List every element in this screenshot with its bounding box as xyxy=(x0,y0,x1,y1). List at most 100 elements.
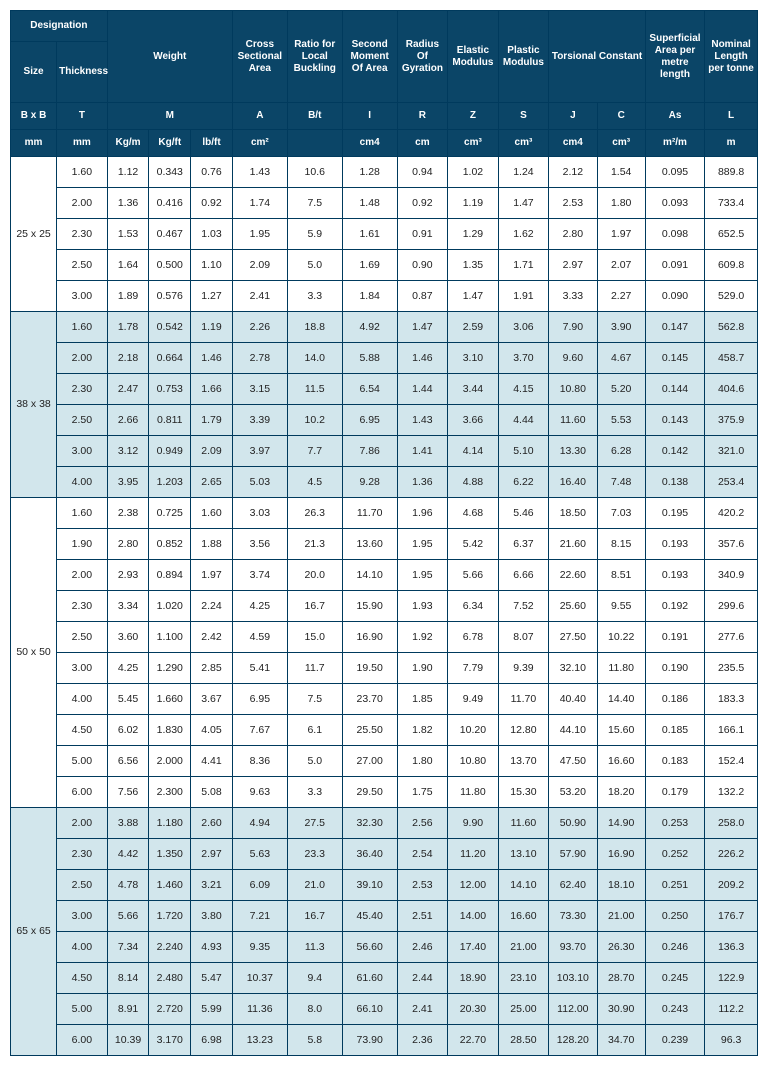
data-cell: 4.78 xyxy=(107,870,149,901)
data-cell: 3.90 xyxy=(597,312,645,343)
data-cell: 7.21 xyxy=(232,901,287,932)
data-cell: 321.0 xyxy=(705,436,758,467)
data-cell: 3.44 xyxy=(448,374,499,405)
hdr-thickness: Thickness xyxy=(57,42,108,103)
data-cell: 5.0 xyxy=(287,746,342,777)
data-cell: 9.35 xyxy=(232,932,287,963)
sym-j: J xyxy=(549,103,597,130)
data-cell: 21.60 xyxy=(549,529,597,560)
data-cell: 2.66 xyxy=(107,405,149,436)
data-cell: 0.239 xyxy=(645,1025,704,1056)
data-cell: 7.34 xyxy=(107,932,149,963)
data-cell: 6.22 xyxy=(498,467,549,498)
data-cell: 25.00 xyxy=(498,994,549,1025)
data-cell: 0.183 xyxy=(645,746,704,777)
data-cell: 22.60 xyxy=(549,560,597,591)
data-cell: 2.00 xyxy=(57,343,108,374)
data-cell: 5.00 xyxy=(57,994,108,1025)
data-cell: 5.66 xyxy=(448,560,499,591)
data-cell: 2.59 xyxy=(448,312,499,343)
data-cell: 2.41 xyxy=(232,281,287,312)
data-cell: 1.36 xyxy=(397,467,448,498)
data-cell: 136.3 xyxy=(705,932,758,963)
table-row: 6.0010.393.1706.9813.235.873.902.3622.70… xyxy=(11,1025,758,1056)
data-cell: 5.88 xyxy=(342,343,397,374)
data-cell: 258.0 xyxy=(705,808,758,839)
data-cell: 0.253 xyxy=(645,808,704,839)
data-cell: 0.250 xyxy=(645,901,704,932)
data-cell: 0.94 xyxy=(397,157,448,188)
data-cell: 16.60 xyxy=(498,901,549,932)
data-cell: 2.480 xyxy=(149,963,191,994)
data-cell: 1.46 xyxy=(397,343,448,374)
data-cell: 4.41 xyxy=(191,746,233,777)
data-cell: 14.10 xyxy=(342,560,397,591)
data-cell: 14.00 xyxy=(448,901,499,932)
data-cell: 1.91 xyxy=(498,281,549,312)
data-cell: 11.7 xyxy=(287,653,342,684)
data-cell: 3.60 xyxy=(107,622,149,653)
data-cell: 3.03 xyxy=(232,498,287,529)
data-cell: 1.60 xyxy=(57,312,108,343)
size-cell: 25 x 25 xyxy=(11,157,57,312)
data-cell: 3.80 xyxy=(191,901,233,932)
data-cell: 404.6 xyxy=(705,374,758,405)
unit-m: m xyxy=(705,130,758,157)
data-cell: 27.50 xyxy=(549,622,597,653)
data-cell: 11.5 xyxy=(287,374,342,405)
data-cell: 112.2 xyxy=(705,994,758,1025)
data-cell: 3.00 xyxy=(57,901,108,932)
data-cell: 2.50 xyxy=(57,870,108,901)
data-cell: 2.46 xyxy=(397,932,448,963)
data-cell: 0.251 xyxy=(645,870,704,901)
data-cell: 18.90 xyxy=(448,963,499,994)
data-cell: 2.80 xyxy=(549,219,597,250)
data-cell: 34.70 xyxy=(597,1025,645,1056)
data-cell: 2.36 xyxy=(397,1025,448,1056)
table-row: 25 x 251.601.120.3430.761.4310.61.280.94… xyxy=(11,157,758,188)
data-cell: 1.66 xyxy=(191,374,233,405)
data-cell: 2.97 xyxy=(191,839,233,870)
data-cell: 4.92 xyxy=(342,312,397,343)
data-cell: 16.7 xyxy=(287,901,342,932)
data-cell: 27.5 xyxy=(287,808,342,839)
data-cell: 11.60 xyxy=(498,808,549,839)
data-cell: 8.51 xyxy=(597,560,645,591)
data-cell: 21.00 xyxy=(597,901,645,932)
data-cell: 13.23 xyxy=(232,1025,287,1056)
data-cell: 2.97 xyxy=(549,250,597,281)
data-cell: 13.70 xyxy=(498,746,549,777)
data-cell: 9.90 xyxy=(448,808,499,839)
data-cell: 1.12 xyxy=(107,157,149,188)
sym-bxb: B x B xyxy=(11,103,57,130)
data-cell: 4.00 xyxy=(57,932,108,963)
unit-m2m: m²/m xyxy=(645,130,704,157)
data-cell: 6.95 xyxy=(342,405,397,436)
hdr-ratio: Ratio for Local Buckling xyxy=(287,11,342,103)
unit-cm4: cm4 xyxy=(342,130,397,157)
data-cell: 1.64 xyxy=(107,250,149,281)
data-cell: 9.63 xyxy=(232,777,287,808)
data-cell: 4.68 xyxy=(448,498,499,529)
data-cell: 10.39 xyxy=(107,1025,149,1056)
data-cell: 11.80 xyxy=(448,777,499,808)
data-cell: 12.80 xyxy=(498,715,549,746)
data-cell: 6.00 xyxy=(57,777,108,808)
hdr-size: Size xyxy=(11,42,57,103)
data-cell: 0.195 xyxy=(645,498,704,529)
sym-s: S xyxy=(498,103,549,130)
data-cell: 21.0 xyxy=(287,870,342,901)
data-cell: 20.30 xyxy=(448,994,499,1025)
data-cell: 6.78 xyxy=(448,622,499,653)
data-cell: 3.88 xyxy=(107,808,149,839)
data-cell: 1.47 xyxy=(397,312,448,343)
data-cell: 8.91 xyxy=(107,994,149,1025)
data-cell: 3.21 xyxy=(191,870,233,901)
data-cell: 5.46 xyxy=(498,498,549,529)
data-cell: 20.0 xyxy=(287,560,342,591)
data-cell: 4.14 xyxy=(448,436,499,467)
data-cell: 66.10 xyxy=(342,994,397,1025)
data-cell: 2.93 xyxy=(107,560,149,591)
data-cell: 0.753 xyxy=(149,374,191,405)
data-cell: 1.460 xyxy=(149,870,191,901)
